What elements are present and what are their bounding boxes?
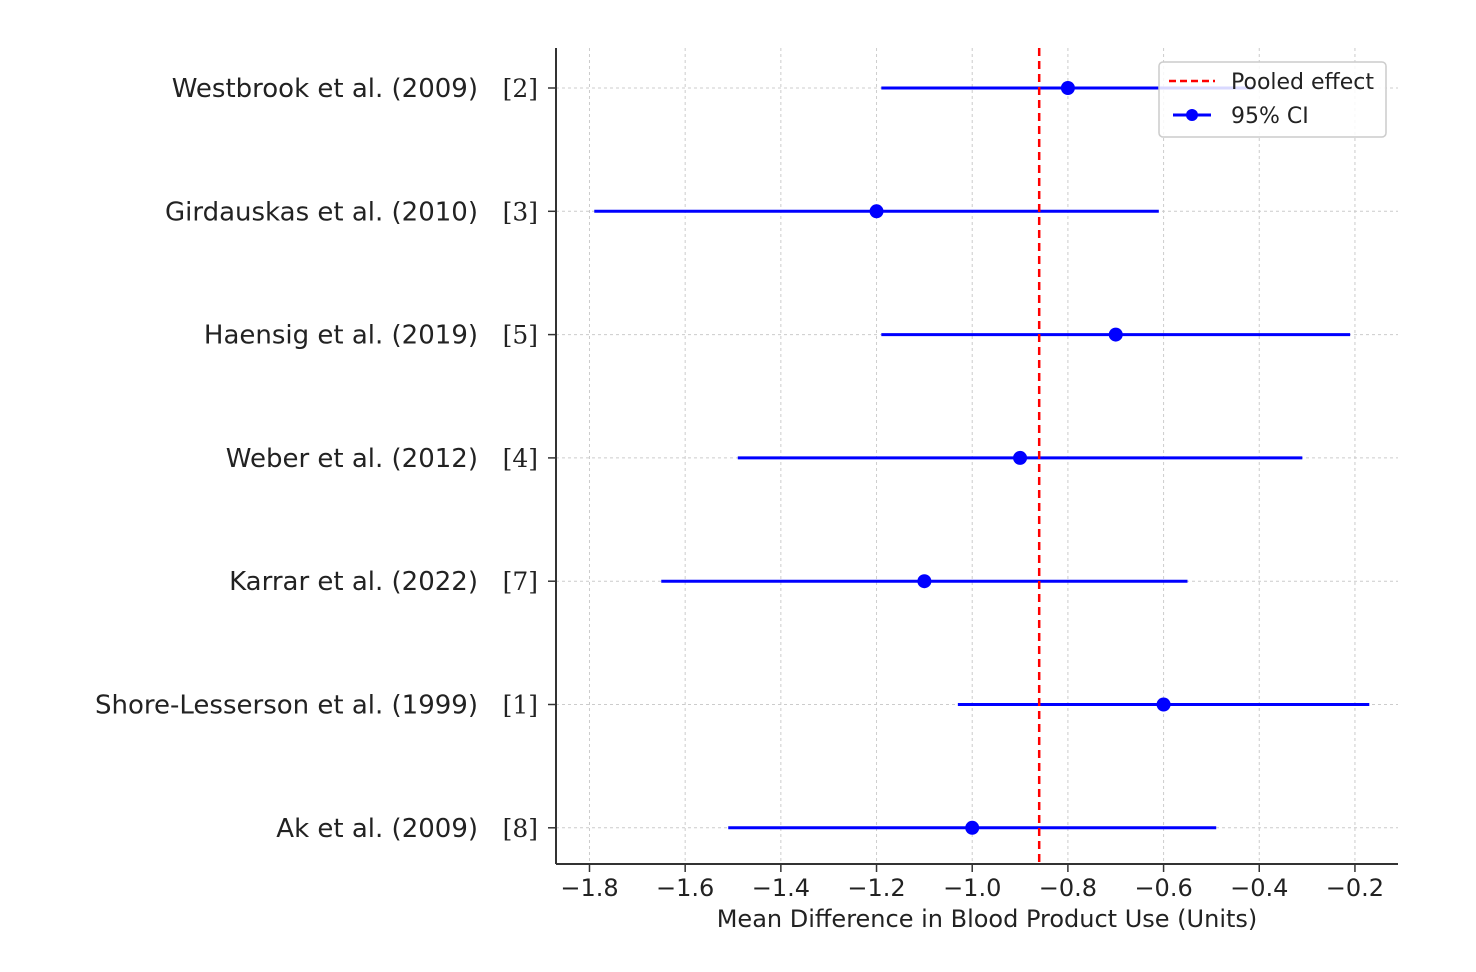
- study-label: Shore-Lesserson et al. (1999): [95, 691, 478, 721]
- study-reference: [1]: [503, 691, 538, 720]
- study-reference: [8]: [503, 814, 538, 843]
- x-axis-label: Mean Difference in Blood Product Use (Un…: [717, 905, 1258, 933]
- x-tick-label: −1.4: [752, 874, 810, 902]
- x-tick-label: −1.2: [847, 874, 905, 902]
- study-label: Haensig et al. (2019): [204, 321, 478, 351]
- study-label: Westbrook et al. (2009): [172, 74, 478, 104]
- effect-point: [1013, 450, 1028, 465]
- x-tick-label: −0.8: [1039, 874, 1097, 902]
- effect-point: [917, 574, 932, 589]
- x-tick-label: −0.6: [1134, 874, 1192, 902]
- study-label: Karrar et al. (2022): [229, 567, 478, 597]
- x-tick-label: −0.2: [1326, 874, 1384, 902]
- study-label: Ak et al. (2009): [276, 814, 478, 844]
- x-tick-label: −1.0: [943, 874, 1001, 902]
- study-reference: [3]: [503, 197, 538, 226]
- x-tick-label: −1.6: [656, 874, 714, 902]
- study-reference: [7]: [503, 567, 538, 596]
- effect-point: [1108, 327, 1123, 342]
- effect-point: [965, 820, 980, 835]
- x-tick-label: −1.8: [560, 874, 618, 902]
- legend-ci-label: 95% CI: [1231, 104, 1309, 129]
- study-label: Weber et al. (2012): [226, 444, 478, 474]
- x-tick-label: −0.4: [1230, 874, 1288, 902]
- study-reference: [5]: [503, 321, 538, 350]
- study-reference: [4]: [503, 444, 538, 473]
- effect-point: [1156, 697, 1171, 712]
- study-label: Girdauskas et al. (2010): [165, 197, 478, 227]
- effect-point: [1060, 81, 1075, 95]
- legend-pooled-label: Pooled effect: [1231, 70, 1374, 95]
- legend-box: [1158, 61, 1387, 138]
- effect-point: [869, 204, 884, 219]
- study-reference: [2]: [503, 74, 538, 103]
- legend-ci-swatch-point: [1186, 109, 1198, 121]
